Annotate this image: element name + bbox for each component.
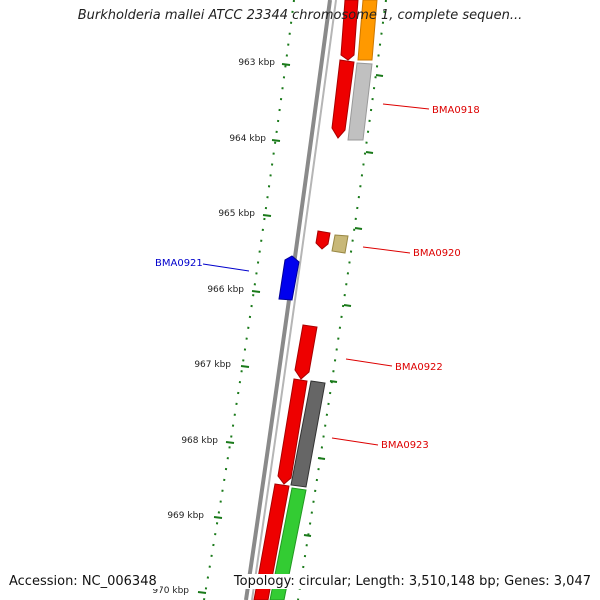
- cds-red-top[interactable]: [340, 0, 359, 61]
- leader-bma0920: [362, 246, 411, 254]
- gene-label-bma0918[interactable]: BMA0918: [432, 105, 480, 116]
- kbp-label-966: 966 kbp: [207, 285, 244, 295]
- right-ring-tick-marks: [303, 74, 384, 537]
- leader-bma0918: [382, 103, 430, 110]
- map-title: Burkholderia mallei ATCC 23344 chromosom…: [77, 8, 523, 23]
- gene-label-bma0922[interactable]: BMA0922: [395, 362, 443, 373]
- gene-label-bma0920[interactable]: BMA0920: [413, 248, 461, 259]
- kbp-label-970: 970 kbp: [152, 586, 189, 596]
- cds-red-lower[interactable]: [253, 483, 290, 600]
- kbp-label-963: 963 kbp: [238, 58, 275, 68]
- kbp-label-968: 968 kbp: [181, 436, 218, 446]
- leader-bma0922: [345, 358, 393, 367]
- leader-bma0923: [331, 437, 379, 446]
- chromosome-backbone-inner: [251, 0, 337, 600]
- cds-red-bma0920[interactable]: [315, 230, 331, 250]
- kbp-tick-marks: [197, 63, 291, 594]
- cds-khaki-bma0920[interactable]: [331, 234, 349, 254]
- accession-text: Accession: NC_006348: [6, 574, 160, 589]
- cds-red-bma0922[interactable]: [294, 324, 318, 380]
- gene-label-bma0923[interactable]: BMA0923: [381, 440, 429, 451]
- kbp-label-964: 964 kbp: [229, 134, 266, 144]
- kbp-label-969: 969 kbp: [167, 511, 204, 521]
- gene-label-bma0921[interactable]: BMA0921: [155, 258, 203, 269]
- cds-light-gray[interactable]: [347, 62, 373, 141]
- leader-bma0921: [202, 263, 250, 272]
- cds-red-bma0923[interactable]: [277, 378, 308, 485]
- cds-green[interactable]: [269, 487, 307, 600]
- topology-summary-text: Topology: circular; Length: 3,510,148 bp…: [230, 574, 594, 589]
- cds-blue-bma0921[interactable]: [278, 255, 300, 301]
- cds-red-bma0918[interactable]: [331, 59, 355, 139]
- cds-orange[interactable]: [357, 0, 378, 61]
- cds-features: [253, 0, 378, 600]
- cds-dark-gray[interactable]: [290, 380, 326, 488]
- kbp-label-965: 965 kbp: [218, 209, 255, 219]
- kbp-label-967: 967 kbp: [194, 360, 231, 370]
